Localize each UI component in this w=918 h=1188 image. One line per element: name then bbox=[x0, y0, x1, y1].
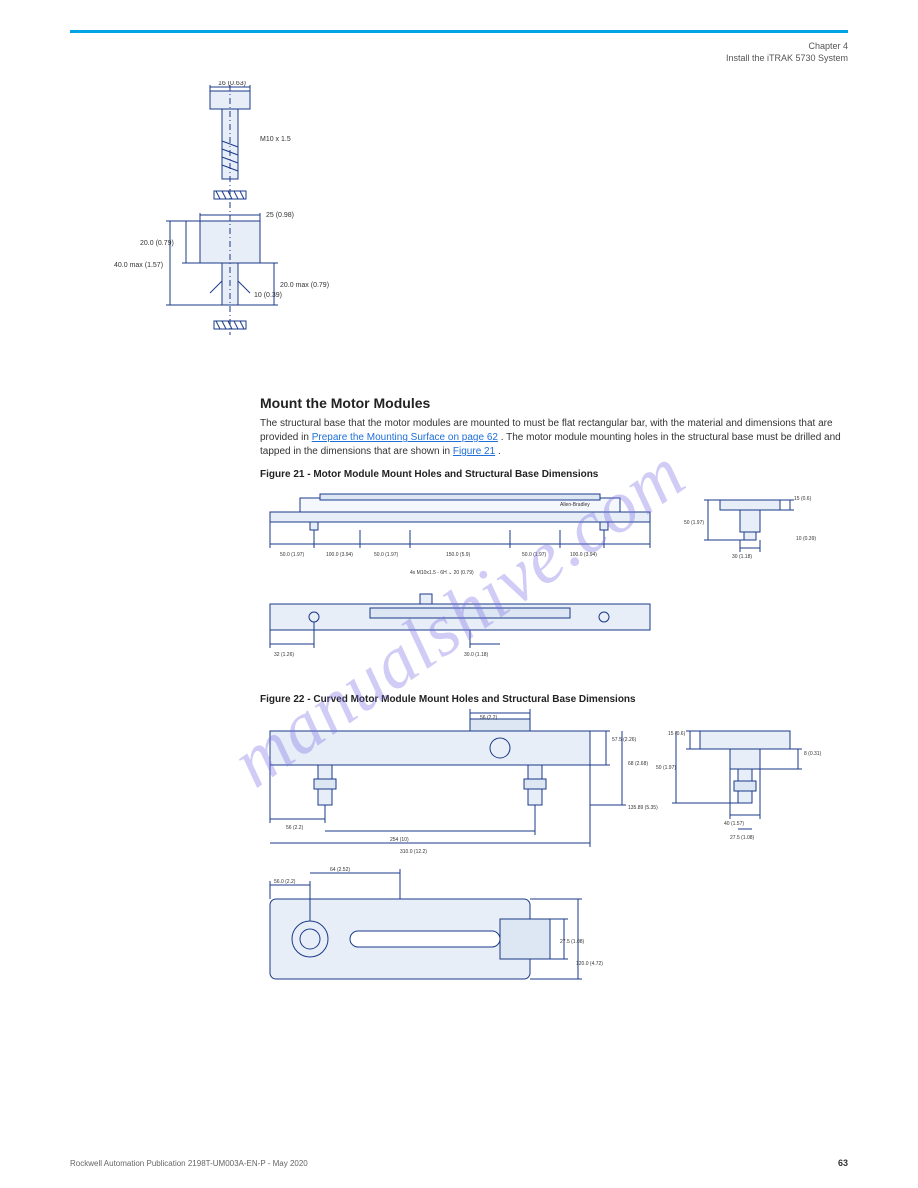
d22-c: 254 (10) bbox=[390, 837, 409, 843]
section-heading: Mount the Motor Modules bbox=[260, 395, 848, 411]
link-figure21[interactable]: Figure 21 bbox=[453, 446, 495, 457]
figure-22: 56 (2.2) 56 (2.2) 254 (10) 310.0 (12.2) … bbox=[260, 709, 918, 1029]
d21-s1: 32 (1.26) bbox=[274, 652, 294, 658]
d21-b: 100.0 (3.94) bbox=[326, 552, 353, 558]
chapter-label: Chapter 4 bbox=[70, 41, 848, 51]
d22-p4: 120.0 (4.72) bbox=[576, 961, 603, 967]
header-rule bbox=[70, 30, 848, 33]
dim-stud-h: 20.0 max (0.79) bbox=[280, 282, 329, 289]
footer-publication: Rockwell Automation Publication 2198T-UM… bbox=[70, 1159, 308, 1168]
d21-t3: 30 (1.18) bbox=[732, 554, 752, 560]
d21-e: 50.0 (1.97) bbox=[522, 552, 547, 558]
chapter-title: Install the iTRAK 5730 System bbox=[70, 53, 848, 63]
figure-22-caption: Figure 22 - Curved Motor Module Mount Ho… bbox=[260, 694, 848, 705]
d21-a: 50.0 (1.97) bbox=[280, 552, 305, 558]
d22-t4: 40 (1.57) bbox=[724, 821, 744, 827]
dim-stud-dia: 10 (0.39) bbox=[254, 292, 282, 299]
para-text-1c: . bbox=[498, 446, 501, 457]
d21-c: 50.0 (1.97) bbox=[374, 552, 399, 558]
dim-total-h: 40.0 max (1.57) bbox=[114, 262, 163, 269]
d22-f: 68 (2.68) bbox=[628, 761, 648, 767]
d22-d: 310.0 (12.2) bbox=[400, 849, 427, 855]
d22-t3: 8 (0.31) bbox=[804, 751, 822, 757]
d21-brand: Allen-Bradley bbox=[560, 502, 590, 508]
d22-g: 135.89 (5.35) bbox=[628, 805, 658, 811]
dim-thread: M10 x 1.5 bbox=[260, 136, 291, 143]
d22-p2: 64 (2.52) bbox=[330, 867, 350, 873]
section-para: The structural base that the motor modul… bbox=[260, 417, 848, 459]
d21-note: 4x M10x1.5 - 6H ⌄ 20 (0.79) bbox=[410, 570, 474, 576]
dim-spacer-w: 25 (0.98) bbox=[266, 212, 294, 219]
d21-f: 100.0 (3.94) bbox=[570, 552, 597, 558]
d22-t2: 50 (1.97) bbox=[656, 765, 676, 771]
d22-t5: 27.5 (1.08) bbox=[730, 835, 755, 841]
d22-t1: 15 (0.6) bbox=[668, 731, 686, 737]
dim-spacer-h: 20.0 (0.79) bbox=[140, 240, 174, 247]
link-prepare[interactable]: Prepare the Mounting Surface on page 62 bbox=[312, 432, 498, 443]
d21-t1: 15 (0.6) bbox=[794, 496, 812, 502]
d22-a: 56 (2.2) bbox=[480, 715, 498, 721]
footer-page: 63 bbox=[838, 1158, 848, 1168]
d22-p1: 56.0 (2.2) bbox=[274, 879, 296, 885]
d22-e: 57.5 (2.26) bbox=[612, 737, 637, 743]
d22-b: 56 (2.2) bbox=[286, 825, 304, 831]
page-content: Chapter 4 Install the iTRAK 5730 System bbox=[70, 30, 848, 1029]
top-figure: 16 (0.63) M10 x 1.5 25 (0.98) 20.0 (0.79… bbox=[110, 81, 888, 381]
figure-21: 50.0 (1.97) 100.0 (3.94) 50.0 (1.97) 150… bbox=[260, 484, 918, 684]
dim-bolt-head: 16 (0.63) bbox=[218, 81, 246, 87]
d21-d: 150.0 (5.9) bbox=[446, 552, 471, 558]
figure-21-caption: Figure 21 - Motor Module Mount Holes and… bbox=[260, 469, 848, 480]
d22-p3: 27.5 (1.08) bbox=[560, 939, 585, 945]
d21-t2: 50 (1.97) bbox=[684, 520, 704, 526]
d21-t4: 10 (0.39) bbox=[796, 536, 816, 542]
d21-s2: 30.0 (1.18) bbox=[464, 652, 489, 658]
